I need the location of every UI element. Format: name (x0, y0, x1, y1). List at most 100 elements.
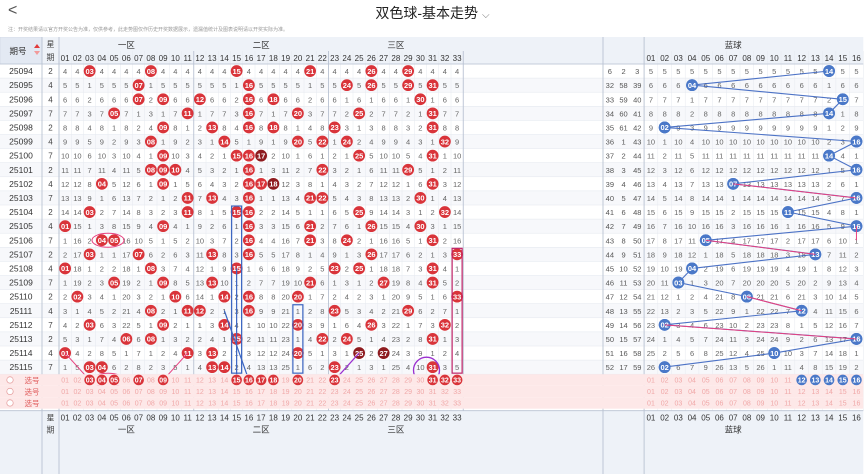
period-header-cell[interactable] (0, 37, 43, 65)
select-red-number[interactable]: 20 (294, 401, 302, 408)
select-red-number[interactable]: 05 (110, 401, 118, 408)
page-title[interactable]: 双色球-基本走势 ⌵ (0, 3, 865, 23)
select-red-number[interactable]: 03 (86, 378, 94, 385)
select-blue-number[interactable]: 01 (647, 389, 655, 396)
select-blue-number[interactable]: 04 (688, 389, 696, 396)
select-red-number[interactable]: 12 (196, 378, 204, 385)
select-blue-number[interactable]: 10 (770, 378, 778, 385)
select-blue-number[interactable]: 01 (647, 401, 655, 408)
select-red-number[interactable]: 03 (86, 401, 94, 408)
select-blue-ball[interactable] (837, 374, 849, 386)
select-red-number[interactable]: 20 (294, 389, 302, 396)
select-red-ball[interactable] (108, 374, 120, 386)
select-red-ball[interactable] (243, 374, 255, 386)
select-blue-ball[interactable] (810, 374, 821, 386)
select-red-number[interactable]: 08 (147, 389, 155, 396)
select-red-number[interactable]: 14 (220, 401, 228, 408)
select-red-number[interactable]: 26 (367, 378, 375, 385)
select-red-number[interactable]: 30 (416, 401, 424, 408)
select-red-number[interactable]: 11 (184, 378, 191, 385)
select-blue-number[interactable]: 08 (743, 378, 751, 385)
select-red-number[interactable]: 21 (306, 389, 314, 396)
select-red-ball[interactable] (255, 374, 267, 386)
select-row-radio[interactable] (6, 387, 14, 396)
select-red-number[interactable]: 26 (367, 389, 375, 396)
select-blue-number[interactable]: 07 (729, 378, 737, 385)
select-red-number[interactable]: 24 (343, 378, 351, 385)
select-red-number[interactable]: 25 (355, 389, 363, 396)
select-red-ball[interactable] (157, 374, 169, 386)
select-blue-number[interactable]: 06 (716, 378, 724, 385)
select-red-number[interactable]: 21 (306, 378, 314, 385)
select-blue-number[interactable]: 11 (784, 401, 791, 408)
select-red-number[interactable]: 23 (331, 401, 339, 408)
select-blue-number[interactable]: 09 (757, 389, 765, 396)
select-blue-number[interactable]: 16 (853, 401, 861, 408)
select-blue-number[interactable]: 05 (702, 378, 710, 385)
select-red-number[interactable]: 22 (318, 401, 326, 408)
select-blue-number[interactable]: 05 (702, 401, 710, 408)
select-blue-number[interactable]: 06 (716, 401, 724, 408)
select-blue-number[interactable]: 14 (825, 401, 833, 408)
select-red-number[interactable]: 25 (355, 378, 363, 385)
select-red-number[interactable]: 33 (453, 401, 461, 408)
select-red-number[interactable]: 23 (331, 389, 339, 396)
select-red-number[interactable]: 08 (147, 378, 155, 385)
select-red-ball[interactable] (329, 374, 340, 386)
select-red-number[interactable]: 02 (73, 401, 81, 408)
select-red-number[interactable]: 19 (282, 389, 290, 396)
select-red-number[interactable]: 24 (343, 401, 351, 408)
select-red-ball[interactable] (427, 374, 438, 386)
select-red-number[interactable]: 11 (184, 401, 191, 408)
select-red-number[interactable]: 06 (122, 389, 130, 396)
select-blue-number[interactable]: 07 (729, 389, 737, 396)
select-red-number[interactable]: 06 (122, 401, 130, 408)
select-red-number[interactable]: 15 (233, 401, 241, 408)
select-red-ball[interactable] (439, 374, 451, 386)
select-red-number[interactable]: 14 (220, 378, 228, 385)
select-red-ball[interactable] (451, 374, 463, 386)
select-red-number[interactable]: 18 (269, 401, 277, 408)
select-row-radio[interactable] (6, 399, 14, 407)
select-red-number[interactable]: 25 (355, 401, 363, 408)
sort-up-icon[interactable] (34, 44, 40, 48)
select-blue-number[interactable]: 03 (674, 378, 682, 385)
select-red-ball[interactable] (96, 374, 108, 386)
select-red-number[interactable]: 33 (453, 389, 461, 396)
select-blue-number[interactable]: 10 (770, 389, 778, 396)
select-red-number[interactable]: 32 (441, 401, 449, 408)
select-blue-number[interactable]: 11 (784, 378, 791, 385)
select-blue-number[interactable]: 16 (853, 378, 861, 385)
select-red-number[interactable]: 31 (429, 389, 437, 396)
select-blue-number[interactable]: 02 (661, 389, 669, 396)
select-blue-number[interactable]: 13 (811, 401, 819, 408)
select-blue-number[interactable]: 13 (811, 389, 819, 396)
select-red-number[interactable]: 30 (416, 378, 424, 385)
select-blue-number[interactable]: 14 (825, 389, 833, 396)
select-red-number[interactable]: 16 (245, 378, 253, 385)
select-blue-number[interactable]: 12 (798, 389, 806, 396)
select-red-number[interactable]: 16 (245, 401, 253, 408)
select-red-number[interactable]: 06 (122, 378, 130, 385)
select-red-number[interactable]: 32 (441, 389, 449, 396)
select-blue-number[interactable]: 11 (784, 389, 791, 396)
select-blue-number[interactable]: 12 (798, 401, 806, 408)
select-blue-number[interactable]: 02 (661, 378, 669, 385)
sort-down-icon[interactable] (34, 51, 40, 55)
select-red-number[interactable]: 27 (380, 378, 388, 385)
select-red-ball[interactable] (231, 374, 242, 386)
select-red-number[interactable]: 02 (73, 378, 81, 385)
select-red-number[interactable]: 07 (135, 401, 143, 408)
select-red-number[interactable]: 10 (171, 389, 179, 396)
select-red-number[interactable]: 17 (257, 378, 265, 385)
select-row-radio[interactable] (6, 376, 14, 384)
select-red-number[interactable]: 09 (159, 378, 167, 385)
select-red-number[interactable]: 13 (208, 401, 216, 408)
period-header-label[interactable]: 期号 (9, 46, 26, 56)
select-red-number[interactable]: 21 (306, 401, 314, 408)
select-blue-number[interactable]: 07 (729, 401, 737, 408)
select-red-number[interactable]: 22 (318, 389, 326, 396)
select-red-number[interactable]: 19 (282, 378, 290, 385)
select-blue-number[interactable]: 04 (688, 401, 696, 408)
select-red-number[interactable]: 28 (392, 389, 400, 396)
